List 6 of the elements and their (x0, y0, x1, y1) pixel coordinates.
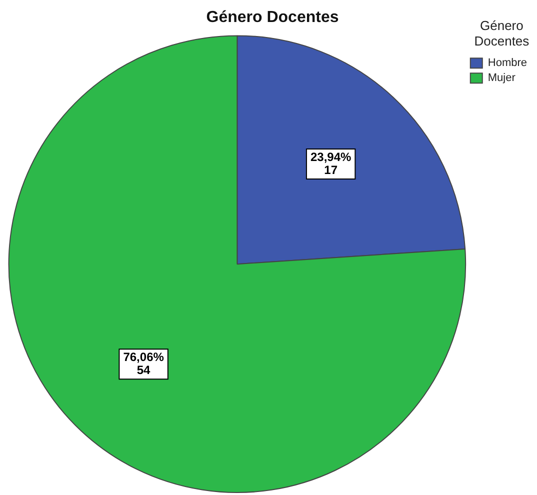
data-label: 76,06% 54 (123, 350, 164, 377)
chart-title: Género Docentes (206, 9, 339, 26)
legend-title: Género Docentes (474, 18, 530, 49)
data-label: 23,94% 17 (310, 150, 352, 177)
legend-label: Hombre (488, 57, 527, 70)
legend-label: Mujer (488, 72, 516, 84)
